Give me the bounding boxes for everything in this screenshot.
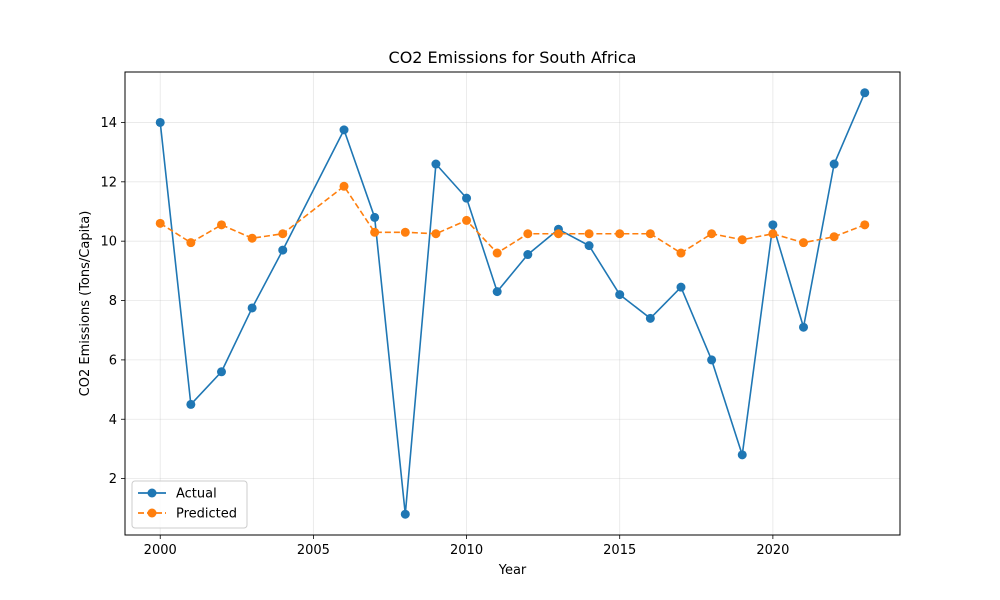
x-tick-label: 2010 xyxy=(450,543,483,558)
y-tick-label: 14 xyxy=(100,116,117,131)
data-point-predicted xyxy=(492,248,502,258)
data-point-actual xyxy=(400,509,410,519)
series-predicted xyxy=(155,181,870,258)
x-tick-label: 2015 xyxy=(603,543,636,558)
data-point-actual xyxy=(155,117,165,127)
y-tick-label: 12 xyxy=(100,175,117,190)
data-point-predicted xyxy=(829,232,839,242)
legend-marker-predicted xyxy=(147,508,157,518)
data-point-predicted xyxy=(799,238,809,248)
data-point-actual xyxy=(278,245,288,255)
data-point-predicted xyxy=(615,229,625,239)
plot-area xyxy=(124,71,901,536)
data-point-actual xyxy=(829,159,839,169)
y-tick-label: 2 xyxy=(109,472,117,487)
x-axis-label: Year xyxy=(498,563,527,578)
data-point-predicted xyxy=(768,229,778,239)
y-tick-label: 4 xyxy=(109,413,117,428)
data-point-actual xyxy=(186,399,196,409)
data-point-predicted xyxy=(676,248,686,258)
data-point-actual xyxy=(737,450,747,460)
data-point-actual xyxy=(523,250,533,260)
data-point-predicted xyxy=(707,229,717,239)
data-point-predicted xyxy=(462,215,472,225)
legend-label-actual: Actual xyxy=(176,487,217,502)
series xyxy=(155,88,870,519)
data-point-actual xyxy=(768,220,778,230)
legend: Actual Predicted xyxy=(131,480,248,529)
y-tick-label: 10 xyxy=(100,235,117,250)
x-tick-label: 2000 xyxy=(144,543,177,558)
data-point-predicted xyxy=(155,218,165,228)
data-point-actual xyxy=(247,303,257,313)
series-actual xyxy=(155,88,870,519)
data-point-actual xyxy=(370,212,380,222)
data-point-predicted xyxy=(186,238,196,248)
data-point-predicted xyxy=(645,229,655,239)
data-point-actual xyxy=(860,88,870,98)
data-point-predicted xyxy=(860,220,870,230)
chart-title: CO2 Emissions for South Africa xyxy=(389,48,637,67)
axis-ticks: 2000 2005 2010 2015 2020 2 4 6 8 10 12 14 xyxy=(100,116,789,558)
legend-marker-actual xyxy=(147,488,157,498)
x-tick-label: 2005 xyxy=(297,543,330,558)
y-axis-label: CO2 Emissions (Tons/Capita) xyxy=(78,211,93,397)
data-point-predicted xyxy=(216,220,226,230)
data-point-predicted xyxy=(370,227,380,237)
data-point-predicted xyxy=(400,227,410,237)
data-point-predicted xyxy=(339,181,349,191)
y-tick-label: 8 xyxy=(109,294,117,309)
x-tick-label: 2020 xyxy=(756,543,789,558)
data-point-actual xyxy=(584,241,594,251)
data-point-actual xyxy=(645,313,655,323)
y-tick-label: 6 xyxy=(109,353,117,368)
data-point-actual xyxy=(431,159,441,169)
data-point-actual xyxy=(492,287,502,297)
data-point-actual xyxy=(707,355,717,365)
data-point-predicted xyxy=(523,229,533,239)
data-point-predicted xyxy=(584,229,594,239)
data-point-predicted xyxy=(737,235,747,245)
data-point-actual xyxy=(216,367,226,377)
data-point-actual xyxy=(615,290,625,300)
data-point-predicted xyxy=(553,229,563,239)
data-point-actual xyxy=(339,125,349,135)
data-point-predicted xyxy=(431,229,441,239)
data-point-actual xyxy=(799,322,809,332)
data-point-actual xyxy=(676,282,686,292)
data-point-predicted xyxy=(247,233,257,243)
data-point-actual xyxy=(462,193,472,203)
data-point-predicted xyxy=(278,229,288,239)
legend-label-predicted: Predicted xyxy=(176,507,237,522)
